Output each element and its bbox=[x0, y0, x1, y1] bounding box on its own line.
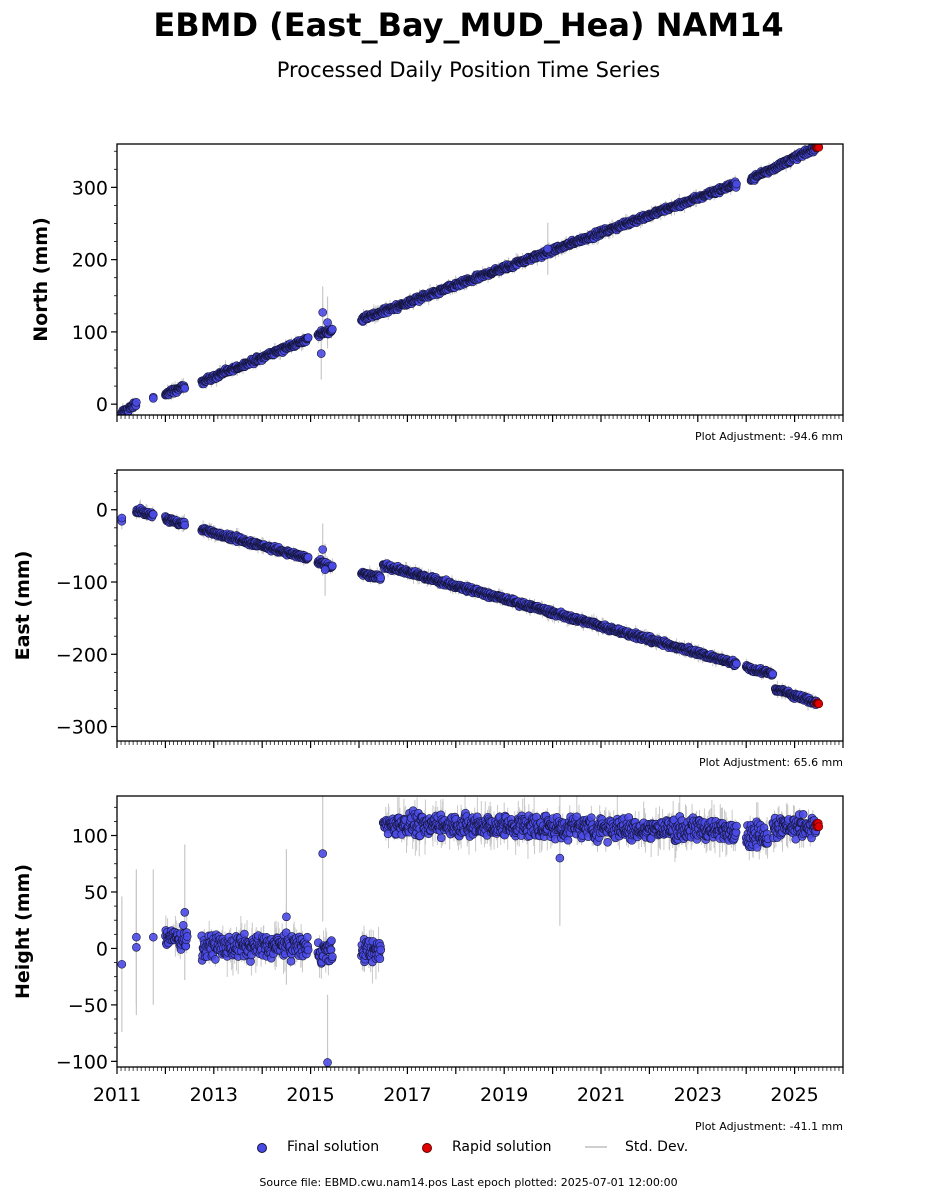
final-solution-point bbox=[149, 394, 158, 403]
final-solution-point bbox=[327, 936, 336, 945]
final-solution-point bbox=[211, 955, 220, 964]
plot-area bbox=[117, 796, 824, 1067]
axes-frame bbox=[116, 469, 844, 742]
final-solution-point bbox=[320, 565, 330, 575]
final-solution-point bbox=[117, 513, 127, 523]
final-solution-point bbox=[318, 545, 328, 554]
y-tick-label: 0 bbox=[96, 394, 108, 416]
final-solution-point bbox=[323, 318, 332, 327]
y-tick-label: 100 bbox=[72, 322, 108, 344]
y-tick-label: 300 bbox=[72, 177, 108, 199]
plot-adjustment-label: Plot Adjustment: -94.6 mm bbox=[695, 430, 843, 443]
chart-subtitle: Processed Daily Position Time Series bbox=[276, 58, 661, 82]
y-tick-label: −200 bbox=[56, 644, 108, 666]
final-solution-point bbox=[132, 398, 141, 407]
final-solution-point bbox=[768, 669, 778, 679]
final-solution-point bbox=[543, 244, 553, 254]
y-axis-label: East (mm) bbox=[12, 551, 34, 661]
final-solution-point bbox=[303, 333, 313, 342]
y-tick-label: −100 bbox=[56, 572, 108, 594]
rapid-solution-point bbox=[814, 699, 824, 709]
final-solution-point bbox=[732, 179, 741, 189]
final-solution-point bbox=[318, 308, 328, 317]
y-tick-label: 0 bbox=[96, 500, 108, 522]
chart-title: EBMD (East_Bay_MUD_Hea) NAM14 bbox=[153, 6, 784, 44]
final-solution-point bbox=[180, 520, 190, 530]
final-solution-point bbox=[302, 932, 312, 942]
final-solution-point bbox=[178, 920, 188, 930]
final-solution-point bbox=[328, 561, 337, 571]
final-solution-point bbox=[732, 659, 741, 669]
final-solution-point bbox=[328, 952, 337, 962]
panel-2: 0 −100 −200 −300 East (mm) Plot Adjustment: 6… bbox=[12, 469, 844, 769]
final-solution-point bbox=[303, 552, 313, 562]
final-solution-point bbox=[180, 384, 190, 393]
plot-area bbox=[117, 499, 824, 711]
final-solution-point bbox=[303, 945, 313, 955]
plot-area bbox=[117, 144, 824, 415]
panel-1: 0 100 200 300 North (mm) Plot Adjustment: -94… bbox=[30, 143, 844, 443]
final-solution-point bbox=[376, 573, 386, 583]
rapid-solution-point bbox=[814, 144, 824, 152]
y-axis-label: North (mm) bbox=[30, 217, 52, 342]
final-solution-point bbox=[286, 956, 296, 966]
data-points bbox=[117, 144, 824, 415]
final-solution-point bbox=[328, 324, 337, 334]
final-solution-point bbox=[149, 510, 158, 519]
plot-adjustment-label: Plot Adjustment: 65.6 mm bbox=[699, 756, 843, 769]
data-points bbox=[117, 503, 824, 710]
final-solution-point bbox=[316, 349, 326, 358]
final-solution-point bbox=[182, 932, 192, 941]
data-points bbox=[117, 806, 824, 1067]
y-tick-label: −300 bbox=[56, 717, 108, 739]
y-tick-label: 200 bbox=[72, 250, 108, 272]
